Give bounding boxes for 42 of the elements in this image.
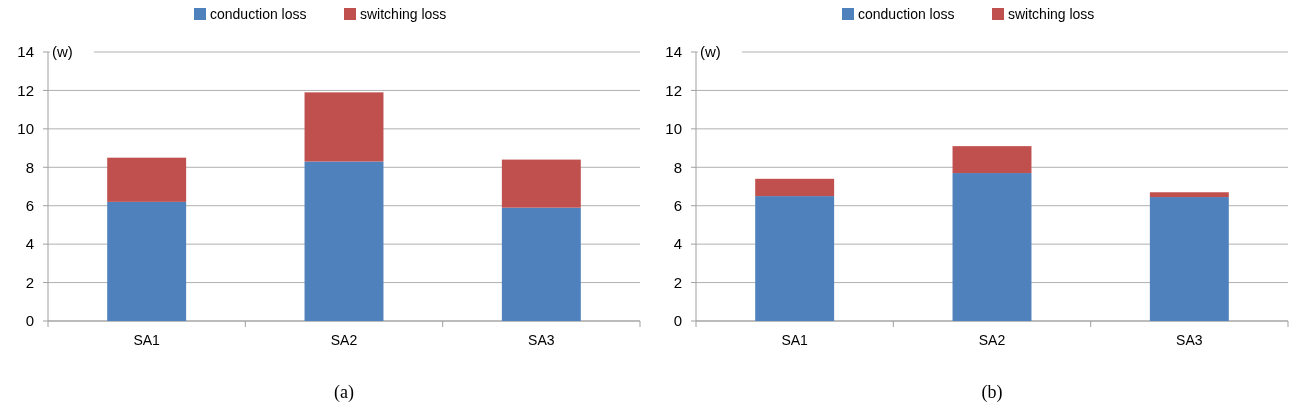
y-tick-label: 10 xyxy=(665,120,682,138)
text: (b) xyxy=(981,382,1003,404)
y-tick-label: 0 xyxy=(25,312,34,330)
y-axis-title: (w) xyxy=(700,43,721,61)
bar xyxy=(304,92,384,162)
bar xyxy=(107,201,187,321)
x-tick-label: SA1 xyxy=(133,332,161,348)
text: (a) xyxy=(334,382,354,404)
bar xyxy=(1149,192,1229,198)
y-tick-label: 8 xyxy=(673,158,682,176)
legend-label: switching loss xyxy=(360,5,447,22)
y-tick-label: 4 xyxy=(673,235,682,253)
legend-label: conduction loss xyxy=(210,5,307,22)
bar xyxy=(952,173,1032,321)
y-tick-label: 14 xyxy=(665,43,682,61)
y-tick-label: 14 xyxy=(17,43,34,61)
y-axis-title: (w) xyxy=(52,43,73,61)
bar xyxy=(107,157,187,202)
x-tick-label: SA3 xyxy=(528,332,555,348)
y-tick-label: 8 xyxy=(25,158,34,176)
bar xyxy=(501,159,581,208)
y-tick-label: 6 xyxy=(25,196,34,214)
bar xyxy=(501,207,581,321)
bar xyxy=(304,161,384,321)
bar xyxy=(952,146,1032,174)
y-tick-label: 2 xyxy=(673,273,682,291)
legend-label: conduction loss xyxy=(858,5,955,22)
x-tick-label: SA3 xyxy=(1176,332,1203,348)
y-tick-label: 12 xyxy=(665,81,682,99)
bar xyxy=(755,178,835,197)
y-tick-label: 12 xyxy=(17,81,34,99)
x-tick-label: SA2 xyxy=(978,332,1006,348)
x-tick-label: SA2 xyxy=(330,332,358,348)
y-tick-label: 10 xyxy=(17,120,34,138)
legend-label: switching loss xyxy=(1008,5,1095,22)
y-tick-label: 2 xyxy=(25,273,34,291)
y-tick-label: 0 xyxy=(673,312,682,330)
y-tick-label: 6 xyxy=(673,196,682,214)
x-tick-label: SA1 xyxy=(781,332,809,348)
bar xyxy=(1149,197,1229,321)
y-tick-label: 4 xyxy=(25,235,34,253)
bar xyxy=(755,196,835,321)
